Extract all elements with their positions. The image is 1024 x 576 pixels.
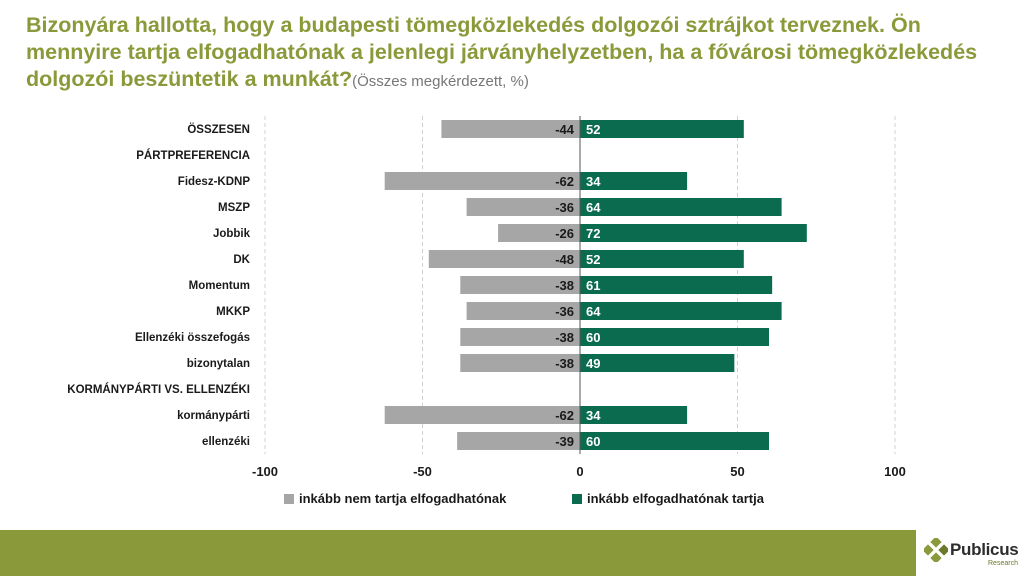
x-tick-label: -100 (252, 464, 278, 479)
legend-swatch-negative (284, 494, 294, 504)
category-label: ellenzéki (202, 436, 250, 448)
data-label-negative: -62 (555, 408, 574, 423)
category-label: PÁRTPREFERENCIA (136, 149, 250, 162)
bar-negative (441, 120, 580, 138)
bar-negative (466, 198, 580, 216)
bar-positive (580, 198, 782, 216)
chart-title: Bizonyára hallotta, hogy a budapesti töm… (26, 12, 1006, 95)
bar-positive (580, 302, 782, 320)
bar-negative (460, 354, 580, 372)
data-label-negative: -39 (555, 434, 574, 449)
logo-sub: Research (988, 560, 1018, 567)
data-label-positive: 64 (586, 200, 601, 215)
logo-diamond-icon (924, 538, 948, 562)
bar-positive (580, 354, 735, 372)
bar-positive (580, 224, 807, 242)
category-label: Ellenzéki összefogás (135, 332, 250, 344)
data-label-negative: -36 (555, 200, 574, 215)
category-label: DK (233, 254, 250, 266)
bar-negative (460, 328, 580, 346)
bar-negative (457, 432, 580, 450)
bar-negative (428, 250, 580, 268)
bar-negative (498, 224, 580, 242)
bar-negative (384, 406, 580, 424)
category-label: KORMÁNYPÁRTI VS. ELLENZÉKI (67, 383, 250, 396)
data-label-positive: 34 (586, 174, 601, 189)
data-label-negative: -38 (555, 330, 574, 345)
category-label: Momentum (189, 280, 250, 292)
data-label-positive: 34 (586, 408, 601, 423)
bar-negative (384, 172, 580, 190)
category-label: Fidesz-KDNP (178, 176, 251, 188)
data-label-positive: 60 (586, 434, 600, 449)
data-label-negative: -36 (555, 304, 574, 319)
bar-positive (580, 120, 744, 138)
title-subtitle: (Összes megkérdezett, %) (352, 73, 529, 90)
x-tick-label: 100 (884, 464, 906, 479)
data-label-positive: 52 (586, 252, 600, 267)
x-tick-label: 50 (730, 464, 744, 479)
data-label-positive: 64 (586, 304, 601, 319)
data-label-negative: -44 (555, 122, 575, 137)
legend-label-negative: inkább nem tartja elfogadhatónak (299, 491, 507, 506)
category-label: MKKP (216, 306, 250, 318)
category-label: MSZP (218, 202, 250, 214)
bar-positive (580, 172, 688, 190)
title-main: Bizonyára hallotta, hogy a budapesti töm… (26, 13, 978, 91)
data-label-negative: -62 (555, 174, 574, 189)
data-label-positive: 49 (586, 356, 600, 371)
data-label-positive: 60 (586, 330, 600, 345)
legend-swatch-positive (572, 494, 582, 504)
data-label-negative: -38 (555, 278, 574, 293)
footer-bar (0, 530, 1024, 576)
chart-area: ÖSSZESEN -44 52 PÁRTPREFERENCIA Fidesz-KDNP -… (67, 116, 906, 506)
legend-label-positive: inkább elfogadhatónak tartja (587, 491, 765, 506)
bar-positive (580, 432, 769, 450)
x-tick-label: -50 (413, 464, 432, 479)
data-label-positive: 52 (586, 122, 600, 137)
bar-positive (580, 328, 769, 346)
bar-positive (580, 250, 744, 268)
category-label: bizonytalan (187, 358, 250, 370)
data-label-negative: -48 (555, 252, 574, 267)
category-label: Jobbik (213, 228, 251, 240)
publicus-logo: Publicus Research (916, 530, 1024, 576)
data-label-negative: -38 (555, 356, 574, 371)
category-label: kormánypárti (177, 410, 250, 422)
x-tick-label: 0 (576, 464, 583, 479)
data-label-positive: 61 (586, 278, 600, 293)
data-label-negative: -26 (555, 226, 574, 241)
bar-positive (580, 276, 773, 294)
bar-negative (460, 276, 580, 294)
category-label: ÖSSZESEN (187, 123, 250, 136)
bar-negative (466, 302, 580, 320)
logo-name: Publicus (950, 540, 1019, 559)
data-label-positive: 72 (586, 226, 600, 241)
bar-positive (580, 406, 688, 424)
